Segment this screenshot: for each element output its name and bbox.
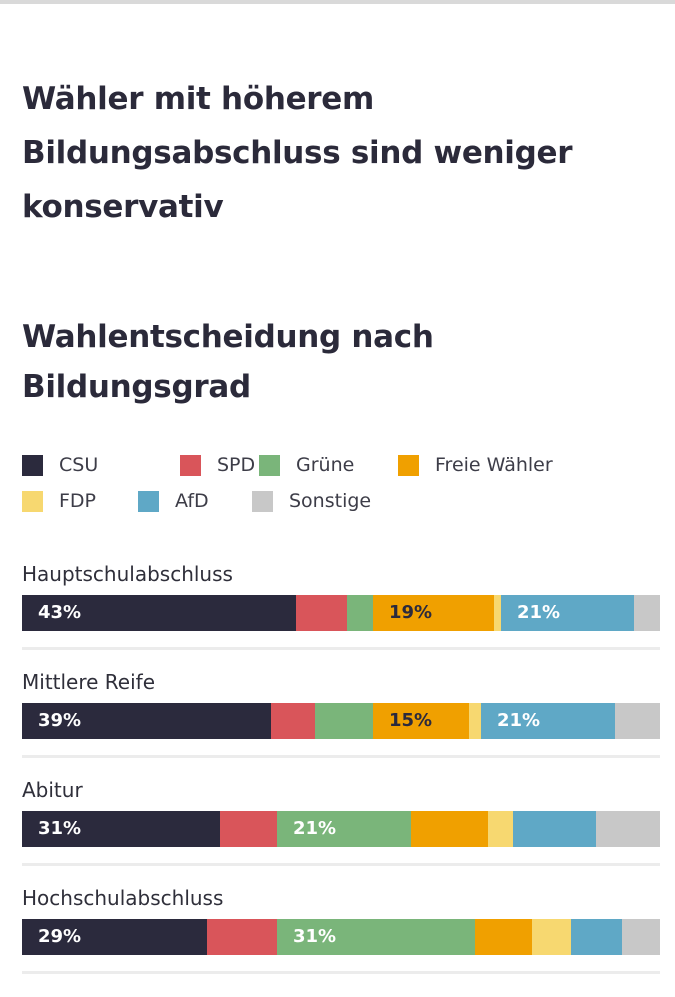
bar-segment-grüne	[315, 703, 373, 739]
bar-segment-sonstige	[634, 595, 660, 631]
bar-segment-afd	[571, 919, 622, 955]
bar-segment-fdp	[488, 811, 513, 847]
category-label: Hauptschulabschluss	[22, 562, 233, 586]
stacked-bar-hauptschulabschluss: 43% 19% 21%	[22, 595, 660, 631]
bar-segment-spd	[271, 703, 315, 739]
legend-swatch	[398, 454, 419, 476]
row-divider	[22, 647, 660, 650]
bar-segment-spd	[207, 919, 277, 955]
headline: Wähler mit höherem Bildungsabschluss sin…	[22, 81, 573, 225]
row-divider	[22, 971, 660, 974]
bar-segment-csu	[22, 703, 271, 739]
legend-item-csu: CSU	[22, 450, 98, 480]
data-label: 21%	[497, 710, 541, 731]
data-label: 21%	[517, 602, 561, 623]
legend-label: Freie Wähler	[435, 454, 553, 476]
legend-swatch	[138, 490, 159, 512]
legend-item-afd: AfD	[138, 486, 209, 516]
bar-segment-sonstige	[622, 919, 660, 955]
top-border	[0, 0, 675, 4]
legend-swatch	[22, 454, 43, 476]
legend-label: CSU	[59, 454, 99, 476]
row-divider	[22, 863, 660, 866]
stacked-bar-mittlere-reife: 39% 15% 21%	[22, 703, 660, 739]
bar-segment-sonstige	[615, 703, 660, 739]
bar-segment-fdp	[469, 703, 481, 739]
legend-label: Grüne	[296, 454, 355, 476]
legend-swatch	[252, 490, 273, 512]
stacked-bar-abitur: 31% 21%	[22, 811, 660, 847]
bar-segment-freie-wähler	[373, 703, 469, 739]
legend-swatch	[22, 490, 43, 512]
bar-segment-fdp	[494, 595, 501, 631]
bar-segment-sonstige	[596, 811, 660, 847]
data-label: 15%	[389, 710, 433, 731]
data-label: 31%	[293, 926, 337, 947]
legend-label: AfD	[175, 490, 209, 512]
bar-segment-csu	[22, 919, 207, 955]
bar-segment-fdp	[532, 919, 571, 955]
data-label: 31%	[38, 818, 82, 839]
bar-segment-grüne	[347, 595, 373, 631]
bar-segment-grüne	[277, 919, 475, 955]
legend-swatch	[259, 454, 280, 476]
legend-item-freie-wähler: Freie Wähler	[398, 450, 553, 480]
data-label: 39%	[38, 710, 82, 731]
legend-item-spd: SPD	[180, 450, 255, 480]
bar-segment-grüne	[277, 811, 411, 847]
bar-segment-freie-wähler	[373, 595, 494, 631]
bar-segment-freie-wähler	[475, 919, 532, 955]
legend-label: SPD	[217, 454, 256, 476]
data-label: 19%	[389, 602, 433, 623]
category-label: Hochschulabschluss	[22, 886, 224, 910]
legend-item-fdp: FDP	[22, 486, 96, 516]
bar-segment-spd	[296, 595, 347, 631]
bar-segment-csu	[22, 811, 220, 847]
bar-segment-afd	[501, 595, 634, 631]
legend-label: Sonstige	[289, 490, 372, 512]
data-label: 43%	[38, 602, 82, 623]
bar-segment-afd	[513, 811, 596, 847]
bar-segment-afd	[481, 703, 615, 739]
row-divider	[22, 755, 660, 758]
legend-item-grüne: Grüne	[259, 450, 354, 480]
data-label: 29%	[38, 926, 82, 947]
category-label: Mittlere Reife	[22, 670, 156, 694]
bar-segment-spd	[220, 811, 277, 847]
data-label: 21%	[293, 818, 337, 839]
chart-title: Wahlentscheidung nach Bildungsgrad	[22, 319, 434, 405]
category-label: Abitur	[22, 778, 83, 802]
bar-segment-csu	[22, 595, 296, 631]
legend-label: FDP	[59, 490, 97, 512]
stacked-bar-hochschulabschluss: 29% 31%	[22, 919, 660, 955]
legend-swatch	[180, 454, 201, 476]
bar-segment-freie-wähler	[411, 811, 488, 847]
legend-item-sonstige: Sonstige	[252, 486, 371, 516]
